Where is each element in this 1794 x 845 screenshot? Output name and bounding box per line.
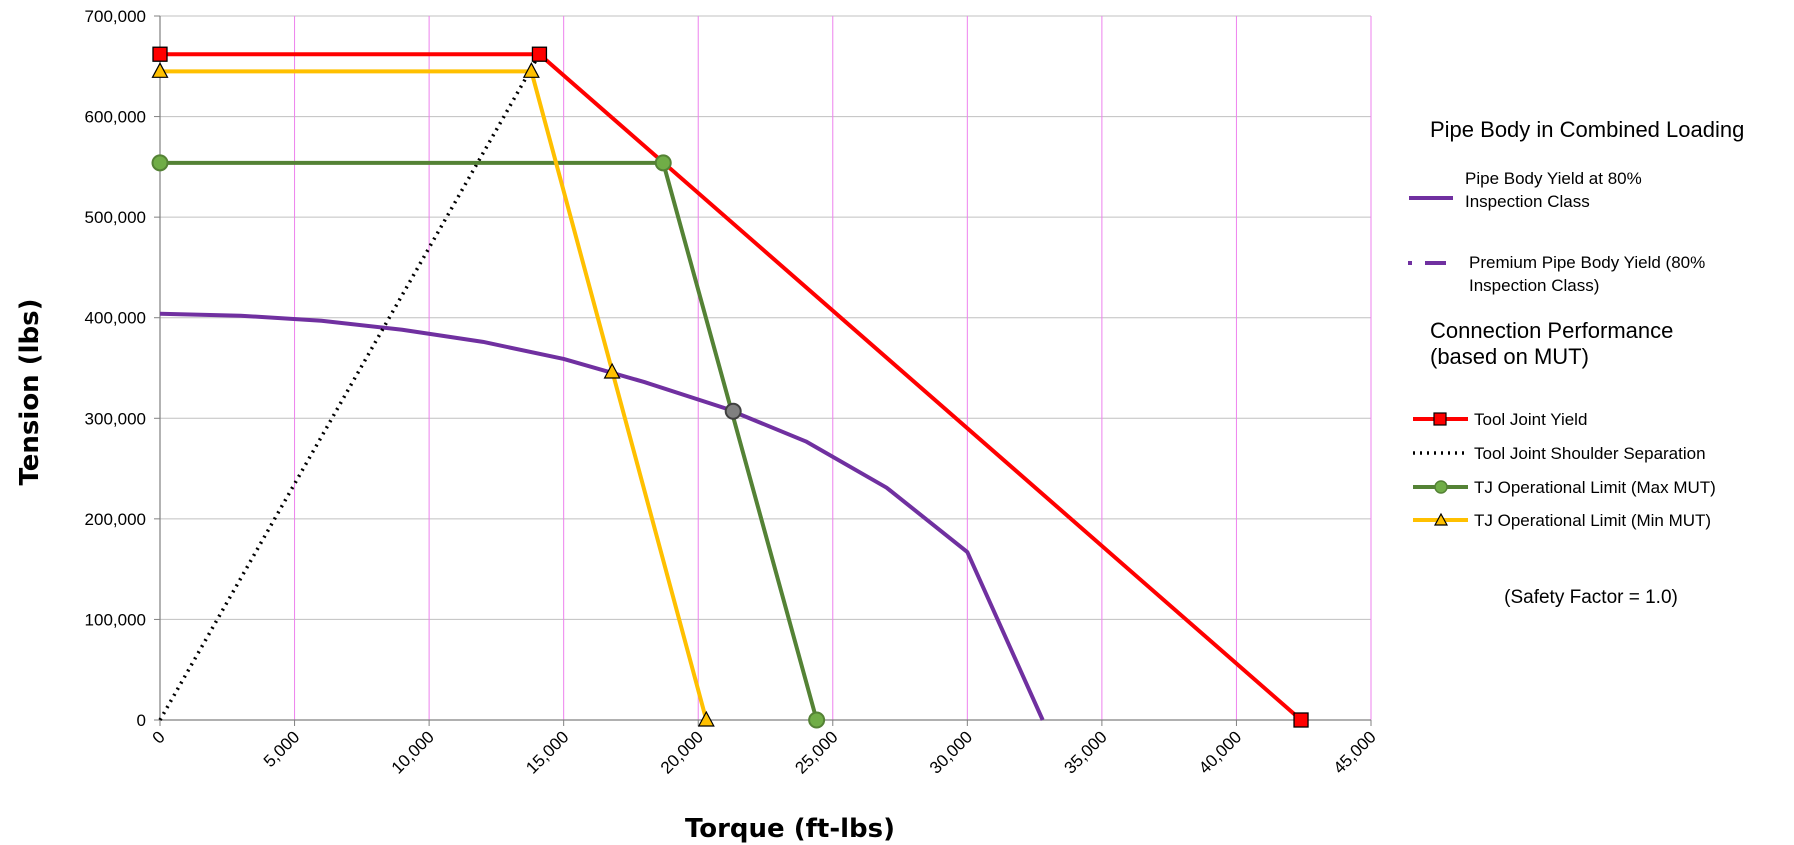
y-tick-label: 600,000: [85, 108, 146, 127]
x-tick-label: 5,000: [260, 727, 304, 771]
data-point-marker: [151, 154, 169, 172]
legend-label-premium-line2: Inspection Class): [1469, 276, 1599, 295]
y-tick-label: 700,000: [85, 7, 146, 26]
data-point-marker: [697, 710, 715, 727]
grid: [160, 15, 1372, 720]
series-line: [160, 52, 1303, 722]
legend-heading-connection-line1: Connection Performance: [1430, 318, 1673, 343]
data-point-marker: [1293, 712, 1309, 728]
data-point-marker: [152, 46, 168, 62]
data-point-marker: [151, 62, 169, 78]
x-tick-label: 25,000: [791, 727, 841, 777]
series-line: [158, 53, 541, 721]
series-lines: [158, 52, 1303, 722]
x-tick-label: 10,000: [388, 727, 438, 777]
y-tick-label: 0: [137, 711, 146, 730]
x-tick-label: 45,000: [1330, 727, 1380, 777]
legend-safety-factor: (Safety Factor = 1.0): [1504, 587, 1678, 608]
y-tick-label: 300,000: [85, 409, 146, 428]
legend-label-pipe-yield-line2: Inspection Class: [1465, 192, 1590, 211]
data-point-marker: [654, 154, 672, 172]
series-line: [160, 160, 819, 721]
legend-label-tj-min: TJ Operational Limit (Min MUT): [1474, 511, 1711, 530]
x-tick-label: 30,000: [926, 727, 976, 777]
x-tick-label: 15,000: [522, 727, 572, 777]
y-tick-labels: 0 100,000 200,000 300,000 400,000 500,000 600,…: [85, 7, 146, 730]
y-axis-title: Tension (lbs): [15, 298, 45, 485]
legend: Pipe Body in Combined Loading Pipe Body …: [1408, 117, 1744, 608]
y-tick-label: 400,000: [85, 309, 146, 328]
x-axis-title: Torque (ft-lbs): [685, 814, 895, 844]
x-tick-label: 35,000: [1061, 727, 1111, 777]
x-tick-label: 40,000: [1195, 727, 1245, 777]
legend-marker-tj-yield: [1433, 412, 1447, 426]
legend-label-tj-yield: Tool Joint Yield: [1474, 410, 1587, 429]
y-tick-label: 200,000: [85, 510, 146, 529]
axes: [154, 15, 1372, 726]
data-point-marker: [531, 46, 548, 62]
intersection-marker: [603, 362, 621, 379]
series-line: [159, 311, 1045, 721]
x-tick-labels: 0 5,000 10,000 15,000 20,000 25,000 30,000 35,0…: [149, 727, 1380, 777]
legend-heading-connection-line2: (based on MUT): [1430, 344, 1589, 369]
data-point-marker: [522, 62, 540, 78]
data-point-marker: [808, 711, 826, 729]
legend-label-premium-line1: Premium Pipe Body Yield (80%: [1469, 253, 1705, 272]
series-line: [160, 69, 709, 721]
legend-marker-tj-min: [1433, 512, 1449, 526]
legend-label-pipe-yield-line1: Pipe Body Yield at 80%: [1465, 169, 1642, 188]
y-tick-label: 500,000: [85, 208, 146, 227]
x-tick-label: 0: [149, 727, 169, 747]
series-markers: [151, 46, 1309, 729]
intersection-marker: [724, 402, 742, 420]
legend-label-tj-shoulder: Tool Joint Shoulder Separation: [1474, 444, 1706, 463]
legend-marker-tj-max: [1434, 480, 1448, 494]
legend-label-tj-max: TJ Operational Limit (Max MUT): [1474, 478, 1716, 497]
legend-heading-pipe-body: Pipe Body in Combined Loading: [1430, 117, 1744, 142]
y-tick-label: 100,000: [85, 610, 146, 629]
x-tick-label: 20,000: [657, 727, 707, 777]
